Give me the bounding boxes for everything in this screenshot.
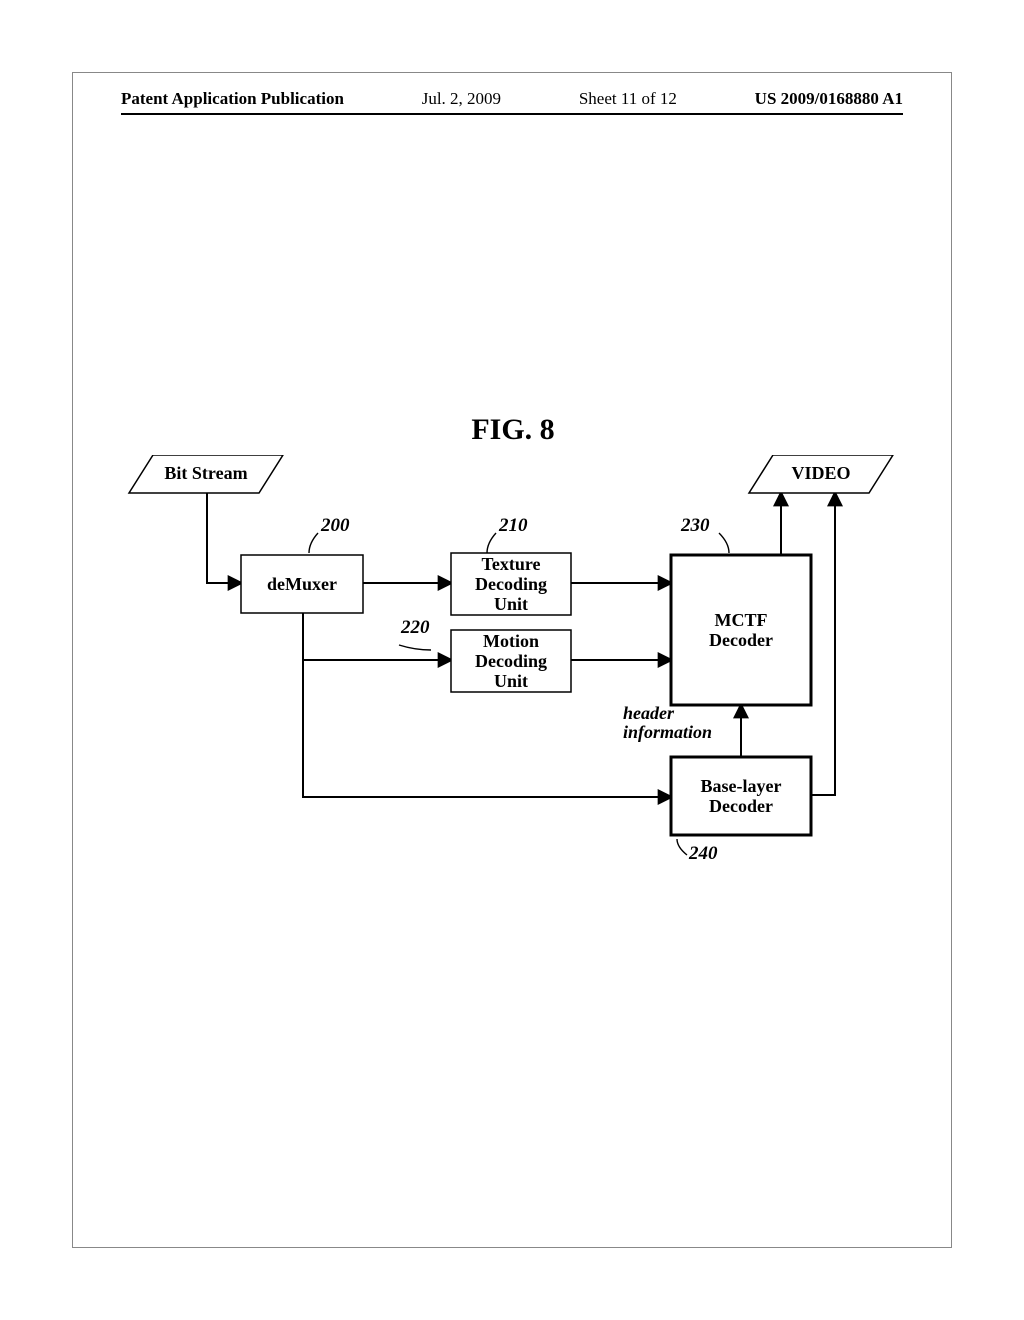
svg-text:Motion: Motion xyxy=(483,631,539,651)
page-header: Patent Application Publication Jul. 2, 2… xyxy=(121,89,903,115)
svg-text:200: 200 xyxy=(320,515,350,536)
node-video: VIDEO xyxy=(749,455,893,493)
node-mctf: MCTFDecoder 230 xyxy=(671,515,811,705)
svg-text:VIDEO: VIDEO xyxy=(791,463,850,483)
node-demuxer: deMuxer 200 xyxy=(241,515,363,613)
svg-text:header: header xyxy=(623,703,675,723)
svg-text:Decoder: Decoder xyxy=(709,796,773,816)
svg-text:Decoder: Decoder xyxy=(709,630,773,650)
node-bitstream: Bit Stream xyxy=(129,455,283,493)
page-frame: Patent Application Publication Jul. 2, 2… xyxy=(72,72,952,1248)
svg-text:MCTF: MCTF xyxy=(715,610,768,630)
svg-text:Unit: Unit xyxy=(494,671,528,691)
svg-text:220: 220 xyxy=(400,617,430,638)
svg-text:information: information xyxy=(623,722,712,742)
node-texture: TextureDecodingUnit 210 xyxy=(451,515,571,615)
figure-8: FIG. 8 headerinformation Bit Stream VIDEO d… xyxy=(121,413,905,933)
node-motion: MotionDecodingUnit 220 xyxy=(399,617,571,692)
header-pubnum: US 2009/0168880 A1 xyxy=(755,89,903,109)
svg-text:Texture: Texture xyxy=(481,554,540,574)
figure-title: FIG. 8 xyxy=(121,413,905,447)
svg-text:deMuxer: deMuxer xyxy=(267,574,337,594)
svg-text:230: 230 xyxy=(680,515,710,536)
svg-text:210: 210 xyxy=(498,515,528,536)
header-date: Jul. 2, 2009 xyxy=(422,89,501,109)
diagram-canvas: headerinformation Bit Stream VIDEO deMuxer 2… xyxy=(121,455,905,935)
svg-text:Unit: Unit xyxy=(494,594,528,614)
svg-text:Decoding: Decoding xyxy=(475,651,547,671)
flowchart-svg: headerinformation Bit Stream VIDEO deMuxer 2… xyxy=(121,455,905,935)
node-baselayer: Base-layerDecoder 240 xyxy=(671,757,811,864)
svg-text:Base-layer: Base-layer xyxy=(701,776,782,796)
svg-text:Bit Stream: Bit Stream xyxy=(164,463,247,483)
svg-text:240: 240 xyxy=(688,843,718,864)
header-publication: Patent Application Publication xyxy=(121,89,344,109)
header-sheet: Sheet 11 of 12 xyxy=(579,89,677,109)
svg-text:Decoding: Decoding xyxy=(475,574,547,594)
